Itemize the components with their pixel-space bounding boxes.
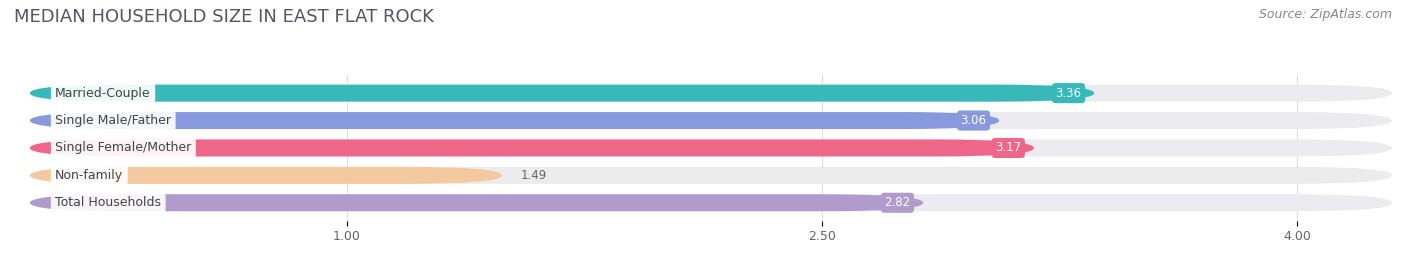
Text: 3.17: 3.17 <box>995 141 1021 154</box>
FancyBboxPatch shape <box>30 167 1392 184</box>
Text: 3.06: 3.06 <box>960 114 987 127</box>
FancyBboxPatch shape <box>30 194 1392 211</box>
FancyBboxPatch shape <box>30 167 502 184</box>
FancyBboxPatch shape <box>30 112 1000 129</box>
FancyBboxPatch shape <box>30 85 1094 102</box>
Text: Single Female/Mother: Single Female/Mother <box>55 141 191 154</box>
Text: Single Male/Father: Single Male/Father <box>55 114 172 127</box>
Text: MEDIAN HOUSEHOLD SIZE IN EAST FLAT ROCK: MEDIAN HOUSEHOLD SIZE IN EAST FLAT ROCK <box>14 8 434 26</box>
Text: Source: ZipAtlas.com: Source: ZipAtlas.com <box>1258 8 1392 21</box>
FancyBboxPatch shape <box>30 139 1392 157</box>
Text: Total Households: Total Households <box>55 196 162 209</box>
Text: 1.49: 1.49 <box>520 169 547 182</box>
FancyBboxPatch shape <box>30 139 1033 157</box>
FancyBboxPatch shape <box>30 112 1392 129</box>
FancyBboxPatch shape <box>30 85 1392 102</box>
Text: 3.36: 3.36 <box>1056 87 1081 100</box>
FancyBboxPatch shape <box>30 194 924 211</box>
Text: 2.82: 2.82 <box>884 196 911 209</box>
Text: Married-Couple: Married-Couple <box>55 87 150 100</box>
Text: Non-family: Non-family <box>55 169 124 182</box>
